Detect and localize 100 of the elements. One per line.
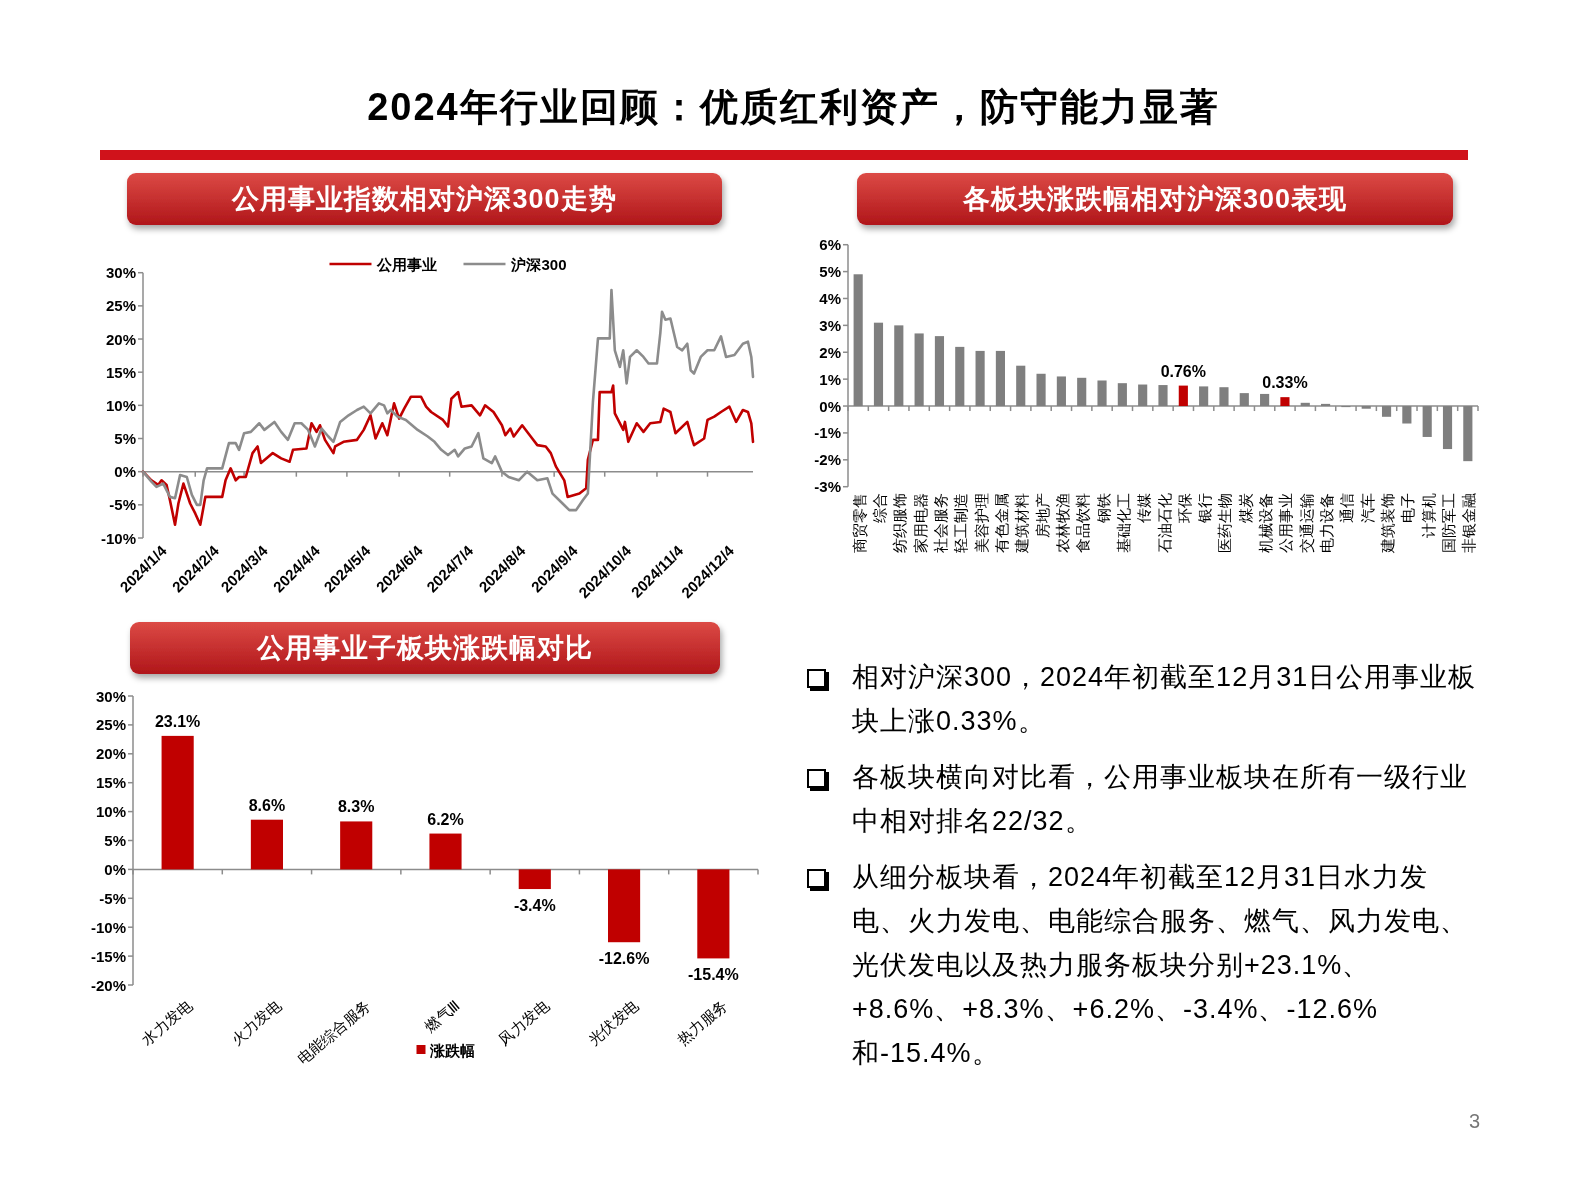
data-label: 0.33% bbox=[1262, 374, 1308, 392]
x-tick-label: 煤炭 bbox=[1236, 492, 1254, 523]
y-tick-label: -3% bbox=[814, 478, 841, 496]
bar bbox=[429, 833, 462, 870]
data-label: -15.4% bbox=[688, 966, 739, 984]
x-tick-label: 计算机 bbox=[1419, 492, 1437, 538]
x-tick-label: 电力设备 bbox=[1318, 492, 1336, 553]
bar bbox=[1117, 383, 1127, 407]
x-tick-label: 食品饮料 bbox=[1074, 492, 1092, 553]
text: 3 bbox=[1467, 1110, 1480, 1133]
data-label: 0.76% bbox=[1160, 362, 1207, 380]
x-tick-label: 电子 bbox=[1399, 492, 1417, 523]
y-tick-label: -10% bbox=[100, 529, 136, 547]
legend-label: 沪深300 bbox=[510, 255, 567, 273]
x-tick-label: 水力发电 bbox=[138, 996, 196, 1049]
y-tick-label: 6% bbox=[819, 236, 841, 254]
bar bbox=[995, 350, 1005, 407]
x-tick-label: 热力服务 bbox=[673, 996, 731, 1049]
bar bbox=[1199, 386, 1209, 407]
x-tick-label: 环保 bbox=[1175, 492, 1193, 523]
x-tick-label: 石油石化 bbox=[1155, 492, 1173, 553]
x-tick-label: 轻工制造 bbox=[952, 492, 970, 553]
x-tick-label: 汽车 bbox=[1358, 492, 1376, 523]
bar bbox=[1381, 406, 1392, 417]
bar bbox=[894, 325, 904, 407]
y-tick-label: 4% bbox=[819, 289, 841, 307]
bar bbox=[1016, 365, 1026, 407]
x-tick-label: 通信 bbox=[1338, 492, 1356, 523]
bar bbox=[1361, 406, 1371, 409]
bar bbox=[1402, 406, 1412, 424]
y-tick-label: -15% bbox=[90, 947, 126, 965]
x-tick-label: 电能综合服务 bbox=[293, 996, 374, 1068]
bar bbox=[1097, 380, 1107, 407]
bar bbox=[914, 333, 924, 407]
bar bbox=[1442, 406, 1453, 450]
data-label: 8.6% bbox=[248, 796, 286, 814]
y-tick-label: 1% bbox=[819, 370, 841, 388]
bar bbox=[1077, 377, 1087, 407]
x-tick-label: 传媒 bbox=[1135, 492, 1153, 523]
y-tick-label: 25% bbox=[95, 716, 126, 734]
x-tick-label: 风力发电 bbox=[495, 996, 553, 1049]
bar bbox=[1056, 376, 1066, 407]
x-tick-label: 基础化工 bbox=[1114, 492, 1132, 553]
x-tick-label: 综合 bbox=[870, 492, 888, 523]
x-tick-label: 社会服务 bbox=[931, 492, 949, 553]
x-tick-label: 纺织服饰 bbox=[891, 492, 909, 553]
y-tick-label: -5% bbox=[109, 496, 136, 514]
y-tick-label: -20% bbox=[90, 976, 126, 994]
y-tick-label: -1% bbox=[814, 424, 841, 442]
bar bbox=[697, 869, 730, 959]
data-label: -3.4% bbox=[513, 897, 556, 915]
bar bbox=[1321, 403, 1331, 407]
bar bbox=[1260, 393, 1270, 407]
text: 各板块横向对比看，公用事业板块在所有一级行业中相对排名22/32。 bbox=[852, 761, 1469, 838]
data-label: 23.1% bbox=[154, 712, 201, 730]
y-tick-label: 20% bbox=[105, 330, 136, 348]
bar bbox=[1219, 387, 1229, 407]
bar bbox=[161, 735, 194, 870]
text: 2024年行业回顾：优质红利资产，防守能力显著 bbox=[366, 85, 1221, 130]
bar bbox=[340, 821, 373, 870]
chart-title: 各板块涨跌幅相对沪深300表现 bbox=[961, 184, 1348, 214]
x-tick-label: 建筑装饰 bbox=[1379, 492, 1397, 554]
bar bbox=[518, 869, 551, 890]
y-tick-label: 15% bbox=[95, 774, 126, 792]
bar bbox=[1178, 385, 1188, 407]
bar bbox=[608, 869, 641, 943]
x-tick-label: 燃气Ⅲ bbox=[421, 996, 463, 1036]
x-tick-label: 农林牧渔 bbox=[1053, 492, 1071, 553]
y-tick-label: 2% bbox=[819, 343, 841, 361]
bar bbox=[1138, 384, 1148, 407]
bar bbox=[934, 336, 945, 407]
data-label: 8.3% bbox=[337, 798, 375, 816]
x-tick-label: 火力发电 bbox=[227, 996, 285, 1049]
bar bbox=[873, 322, 884, 407]
bar bbox=[1158, 385, 1168, 407]
legend-label: 公用事业 bbox=[376, 255, 438, 273]
y-tick-label: 25% bbox=[105, 297, 136, 315]
x-tick-label: 美容护理 bbox=[972, 492, 990, 553]
x-tick-label: 交通运输 bbox=[1297, 492, 1315, 553]
bar bbox=[1239, 393, 1249, 407]
y-tick-label: 0% bbox=[104, 860, 126, 878]
x-tick-label: 房地产 bbox=[1033, 492, 1051, 538]
y-tick-label: 15% bbox=[105, 363, 136, 381]
x-tick-label: 家用电器 bbox=[911, 492, 929, 553]
text: 相对沪深300，2024年初截至12月31日公用事业板块上涨0.33%。 bbox=[852, 661, 1477, 738]
y-tick-label: 5% bbox=[819, 263, 841, 281]
legend-label: 涨跌幅 bbox=[428, 1041, 475, 1059]
chart-title: 公用事业子板块涨跌幅对比 bbox=[256, 633, 593, 663]
y-tick-label: 5% bbox=[104, 832, 126, 849]
x-tick-label: 国防军工 bbox=[1440, 492, 1458, 553]
x-tick-label: 公用事业 bbox=[1277, 492, 1295, 553]
y-tick-label: -10% bbox=[90, 918, 126, 936]
y-tick-label: 20% bbox=[95, 745, 126, 763]
y-tick-label: 30% bbox=[95, 687, 126, 705]
x-tick-label: 光伏发电 bbox=[584, 996, 642, 1049]
bar bbox=[1463, 406, 1473, 462]
bar bbox=[1422, 406, 1432, 437]
bar bbox=[1300, 402, 1310, 407]
x-tick-label: 有色金属 bbox=[992, 492, 1010, 553]
x-tick-label: 商贸零售 bbox=[850, 492, 868, 553]
